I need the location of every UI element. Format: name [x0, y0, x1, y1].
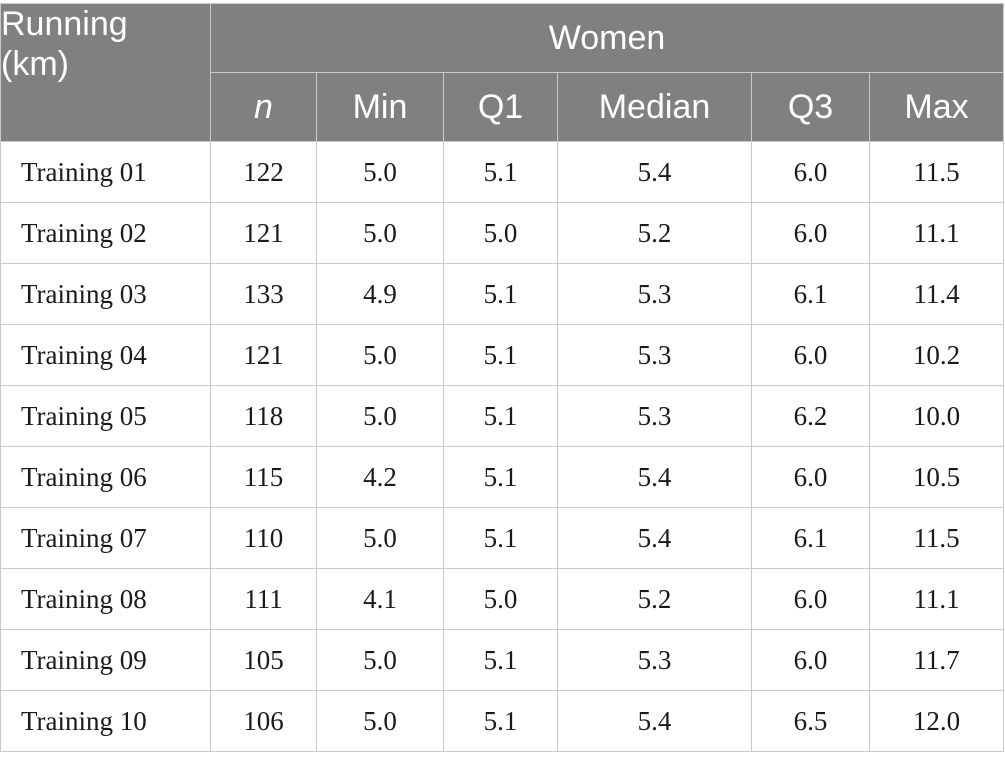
cell-q3: 6.5	[751, 690, 870, 752]
row-label: Training 06	[0, 446, 211, 508]
cell-n: 106	[210, 690, 317, 752]
cell-min: 4.1	[316, 568, 444, 630]
cell-n: 121	[210, 202, 317, 264]
cell-min: 5.0	[316, 202, 444, 264]
cell-max: 12.0	[868, 690, 1005, 752]
cell-max: 10.2	[868, 324, 1005, 386]
cell-q3: 6.0	[751, 141, 870, 203]
header-group-row: Running (km) Women	[0, 3, 1005, 142]
table-row: Training 06 115 4.2 5.1 5.4 6.0 10.5	[0, 446, 1005, 508]
cell-n: 118	[210, 385, 317, 447]
cell-min: 5.0	[316, 324, 444, 386]
cell-q1: 5.1	[443, 385, 558, 447]
table-row: Training 08 111 4.1 5.0 5.2 6.0 11.1	[0, 568, 1005, 630]
cell-min: 4.2	[316, 446, 444, 508]
cell-max: 10.0	[868, 385, 1005, 447]
cell-q3: 6.1	[751, 263, 870, 325]
cell-median: 5.4	[557, 446, 752, 508]
cell-n: 115	[210, 446, 317, 508]
cell-n: 111	[210, 568, 317, 630]
cell-median: 5.2	[557, 568, 752, 630]
cell-q3: 6.0	[751, 629, 870, 691]
header-columns-row: n Min Q1 Median Q3 Max	[1, 72, 1005, 142]
column-header-q3: Q3	[751, 72, 870, 142]
column-header-q1: Q1	[443, 72, 558, 142]
cell-max: 11.5	[868, 507, 1005, 569]
corner-header-line2: (km)	[1, 45, 69, 83]
cell-median: 5.2	[557, 202, 752, 264]
cell-q3: 6.0	[751, 446, 870, 508]
table-row: Training 07 110 5.0 5.1 5.4 6.1 11.5	[0, 507, 1005, 569]
cell-q1: 5.1	[443, 141, 558, 203]
cell-median: 5.4	[557, 690, 752, 752]
cell-min: 4.9	[316, 263, 444, 325]
cell-median: 5.3	[557, 629, 752, 691]
row-label: Training 08	[0, 568, 211, 630]
corner-header-line1: Running	[1, 5, 128, 43]
table-row: Training 01 122 5.0 5.1 5.4 6.0 11.5	[0, 141, 1005, 203]
row-label: Training 09	[0, 629, 211, 691]
row-label: Training 04	[0, 324, 211, 386]
cell-min: 5.0	[316, 629, 444, 691]
cell-min: 5.0	[316, 141, 444, 203]
cell-n: 110	[210, 507, 317, 569]
cell-max: 11.7	[868, 629, 1005, 691]
cell-n: 122	[210, 141, 317, 203]
cell-max: 11.5	[868, 141, 1005, 203]
cell-max: 11.1	[868, 568, 1005, 630]
cell-q3: 6.1	[751, 507, 870, 569]
cell-q1: 5.1	[443, 263, 558, 325]
cell-min: 5.0	[316, 507, 444, 569]
corner-header: Running (km)	[0, 3, 211, 142]
cell-median: 5.3	[557, 385, 752, 447]
cell-q1: 5.0	[443, 568, 558, 630]
cell-n: 121	[210, 324, 317, 386]
group-header-women: Women	[209, 3, 1005, 73]
cell-q3: 6.0	[751, 202, 870, 264]
table-body: Training 01 122 5.0 5.1 5.4 6.0 11.5 Training 0…	[0, 141, 1005, 752]
cell-n: 105	[210, 629, 317, 691]
cell-q1: 5.1	[443, 507, 558, 569]
cell-q1: 5.1	[443, 690, 558, 752]
column-header-min: Min	[316, 72, 444, 142]
cell-q1: 5.1	[443, 446, 558, 508]
column-header-max: Max	[868, 72, 1005, 142]
table-header: Running (km) Women n Min Q1 Median Q3 Ma…	[0, 3, 1005, 142]
row-label: Training 10	[0, 690, 211, 752]
row-label: Training 01	[0, 141, 211, 203]
table-row: Training 03 133 4.9 5.1 5.3 6.1 11.4	[0, 263, 1005, 325]
cell-q1: 5.0	[443, 202, 558, 264]
cell-q3: 6.0	[751, 324, 870, 386]
table-row: Training 09 105 5.0 5.1 5.3 6.0 11.7	[0, 629, 1005, 691]
row-label: Training 05	[0, 385, 211, 447]
table-row: Training 10 106 5.0 5.1 5.4 6.5 12.0	[0, 690, 1005, 752]
row-label: Training 02	[0, 202, 211, 264]
cell-min: 5.0	[316, 690, 444, 752]
cell-q1: 5.1	[443, 324, 558, 386]
row-label: Training 03	[0, 263, 211, 325]
cell-max: 11.4	[868, 263, 1005, 325]
cell-q3: 6.0	[751, 568, 870, 630]
running-stats-table: Running (km) Women n Min Q1 Median Q3 Ma…	[0, 3, 1005, 752]
cell-median: 5.3	[557, 263, 752, 325]
cell-min: 5.0	[316, 385, 444, 447]
cell-q1: 5.1	[443, 629, 558, 691]
column-header-median: Median	[557, 72, 752, 142]
table-row: Training 05 118 5.0 5.1 5.3 6.2 10.0	[0, 385, 1005, 447]
cell-median: 5.4	[557, 507, 752, 569]
column-header-n: n	[210, 72, 317, 142]
table-row: Training 02 121 5.0 5.0 5.2 6.0 11.1	[0, 202, 1005, 264]
cell-max: 11.1	[868, 202, 1005, 264]
cell-median: 5.4	[557, 141, 752, 203]
cell-n: 133	[210, 263, 317, 325]
cell-q3: 6.2	[751, 385, 870, 447]
cell-median: 5.3	[557, 324, 752, 386]
table-row: Training 04 121 5.0 5.1 5.3 6.0 10.2	[0, 324, 1005, 386]
row-label: Training 07	[0, 507, 211, 569]
cell-max: 10.5	[868, 446, 1005, 508]
